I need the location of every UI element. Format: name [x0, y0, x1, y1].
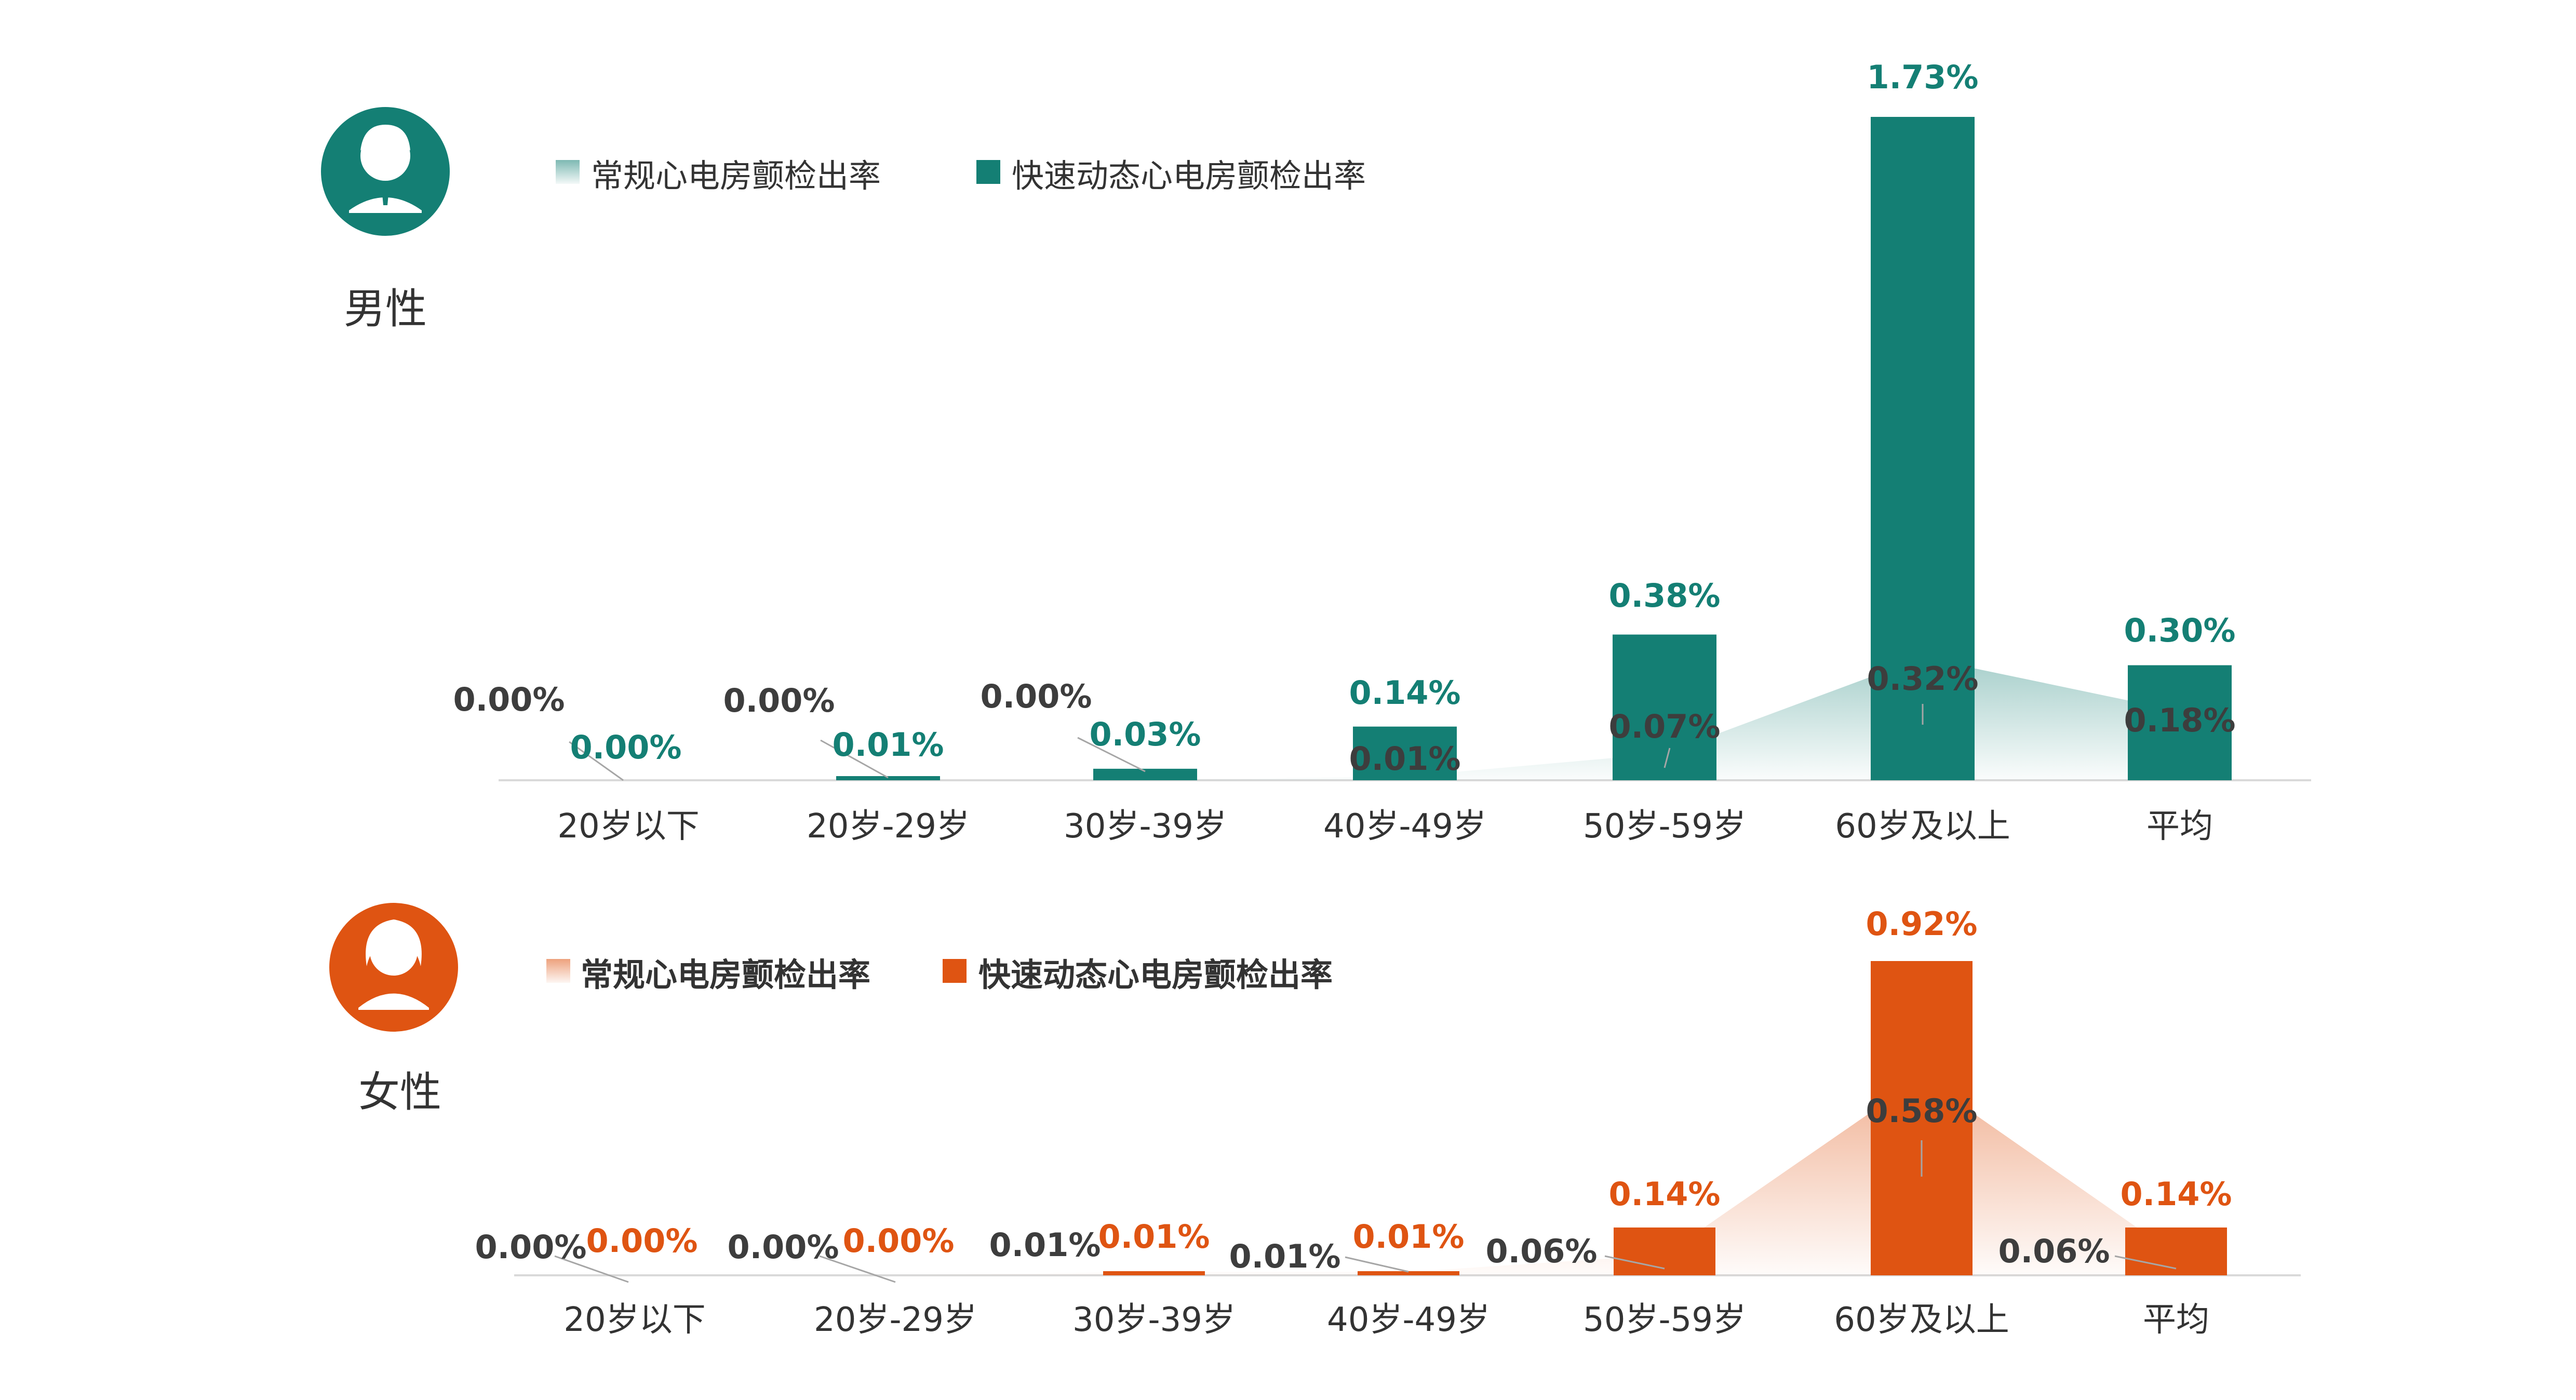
male-category-label-1: 20岁-29岁: [807, 807, 970, 846]
male-bar-6[interactable]: [2128, 665, 2232, 780]
female-legend-label-routine: 常规心电房颤检出率: [581, 956, 870, 994]
female-rapid-value-label-2: 0.01%: [1098, 1218, 1210, 1256]
female-plot-area: 0.00% 0.00% 0.01% 0.01% 0.06%0.58%0.06%0.00%…: [475, 905, 2232, 1339]
male-rapid-value-label-0: 0.00%: [570, 728, 681, 766]
female-routine-value-label-1: 0.00%: [727, 1228, 839, 1266]
male-chart-panel: 男性 常规心电房颤检出率 快速动态心电房颤检出率 0.00% 0.00% 0.00%…: [321, 58, 2311, 846]
female-rapid-value-label-6: 0.14%: [2120, 1175, 2232, 1213]
female-routine-value-label-5: 0.58%: [1866, 1092, 1977, 1130]
male-leader-line-2: [1077, 737, 1146, 772]
female-leader-line-4: [1604, 1255, 1665, 1270]
female-legend-label-rapid: 快速动态心电房颤检出率: [978, 956, 1333, 994]
male-routine-value-label-4: 0.07%: [1608, 708, 1720, 745]
male-bar-5[interactable]: [1871, 117, 1975, 780]
female-legend-swatch-routine: [546, 959, 570, 983]
male-category-label-0: 20岁以下: [557, 807, 699, 846]
male-legend-item-rapid[interactable]: 快速动态心电房颤检出率: [976, 157, 1366, 195]
female-leader-line-3: [1345, 1256, 1409, 1273]
female-bar-6[interactable]: [2125, 1227, 2227, 1275]
female-leader-line-0: [554, 1255, 629, 1283]
female-bar-3[interactable]: [1358, 1271, 1459, 1275]
male-category-label-6: 平均: [2146, 807, 2213, 846]
male-bar-1[interactable]: [836, 776, 940, 780]
male-rapid-value-label-4: 0.38%: [1608, 577, 1720, 615]
female-bar-5[interactable]: [1871, 961, 1973, 1275]
female-gender-label: 女性: [358, 1068, 441, 1116]
female-rapid-value-label-1: 0.00%: [842, 1222, 954, 1260]
female-avatar-icon: [329, 903, 458, 1032]
male-avatar-icon: [321, 107, 450, 236]
female-rapid-value-label-3: 0.01%: [1352, 1218, 1464, 1256]
female-legend-item-rapid[interactable]: 快速动态心电房颤检出率: [943, 956, 1333, 994]
male-routine-value-label-6: 0.18%: [2124, 701, 2235, 739]
male-bar-4[interactable]: [1613, 634, 1716, 780]
male-bar-2[interactable]: [1093, 768, 1197, 780]
male-legend-label-rapid: 快速动态心电房颤检出率: [1012, 157, 1366, 195]
male-bar-3[interactable]: [1353, 726, 1457, 780]
male-category-label-3: 40岁-49岁: [1323, 807, 1486, 846]
male-legend-item-routine[interactable]: 常规心电房颤检出率: [556, 157, 881, 195]
female-rapid-value-label-4: 0.14%: [1608, 1175, 1720, 1213]
female-bar-2[interactable]: [1103, 1271, 1205, 1275]
female-category-label-6: 平均: [2143, 1301, 2209, 1339]
female-chart-panel: 女性 常规心电房颤检出率 快速动态心电房颤检出率 0.00% 0.00% 0.01%…: [329, 903, 2301, 1339]
female-category-label-4: 50岁-59岁: [1583, 1301, 1746, 1339]
female-routine-value-label-6: 0.06%: [1998, 1232, 2110, 1270]
female-routine-value-label-2: 0.01%: [989, 1226, 1101, 1264]
male-rapid-value-label-5: 1.73%: [1867, 58, 1978, 96]
male-category-label-2: 30岁-39岁: [1064, 807, 1227, 846]
male-gender-label: 男性: [344, 285, 427, 333]
male-rapid-value-label-2: 0.03%: [1089, 715, 1201, 753]
female-category-label-5: 60岁及以上: [1834, 1301, 2009, 1339]
male-routine-value-label-1: 0.00%: [723, 682, 835, 719]
female-legend-swatch-rapid: [943, 959, 967, 983]
female-legend-item-routine[interactable]: 常规心电房颤检出率: [546, 956, 870, 994]
male-routine-value-label-0: 0.00%: [453, 681, 565, 718]
female-routine-area: [635, 1077, 2176, 1275]
male-leader-line-1: [820, 739, 889, 779]
male-rapid-value-label-1: 0.01%: [832, 726, 944, 764]
male-routine-value-label-5: 0.32%: [1867, 660, 1978, 698]
male-category-label-4: 50岁-59岁: [1583, 807, 1746, 846]
male-legend: 常规心电房颤检出率 快速动态心电房颤检出率: [556, 157, 1366, 195]
female-rapid-value-label-0: 0.00%: [586, 1222, 697, 1260]
male-routine-area: [628, 657, 2180, 780]
female-routine-value-label-0: 0.00%: [475, 1228, 586, 1266]
female-legend: 常规心电房颤检出率 快速动态心电房颤检出率: [546, 956, 1333, 994]
female-routine-value-label-3: 0.01%: [1229, 1237, 1340, 1275]
female-rapid-value-label-5: 0.92%: [1866, 905, 1977, 943]
male-category-label-5: 60岁及以上: [1835, 807, 2010, 846]
female-routine-value-label-4: 0.06%: [1485, 1232, 1597, 1270]
male-routine-value-label-2: 0.00%: [980, 677, 1092, 715]
male-legend-swatch-rapid: [976, 160, 1000, 184]
male-legend-label-routine: 常规心电房颤检出率: [591, 157, 881, 195]
male-rapid-value-label-3: 0.14%: [1349, 674, 1460, 712]
male-legend-swatch-routine: [556, 160, 580, 184]
female-category-label-2: 30岁-39岁: [1072, 1301, 1236, 1339]
male-leader-line-4: [1663, 748, 1671, 768]
female-leader-line-1: [819, 1255, 896, 1283]
female-category-label-0: 20岁以下: [564, 1301, 705, 1339]
male-leader-line-0: [569, 741, 624, 781]
female-bar-4[interactable]: [1614, 1227, 1715, 1275]
female-category-label-3: 40岁-49岁: [1327, 1301, 1490, 1339]
male-routine-value-label-3: 0.01%: [1349, 740, 1460, 778]
female-leader-line-6: [2114, 1255, 2177, 1270]
female-category-label-1: 20岁-29岁: [814, 1301, 977, 1339]
male-plot-area: 0.00% 0.00% 0.00%0.01%0.07%0.32%0.18%0.00%…: [453, 58, 2235, 846]
male-rapid-value-label-6: 0.30%: [2124, 611, 2235, 649]
